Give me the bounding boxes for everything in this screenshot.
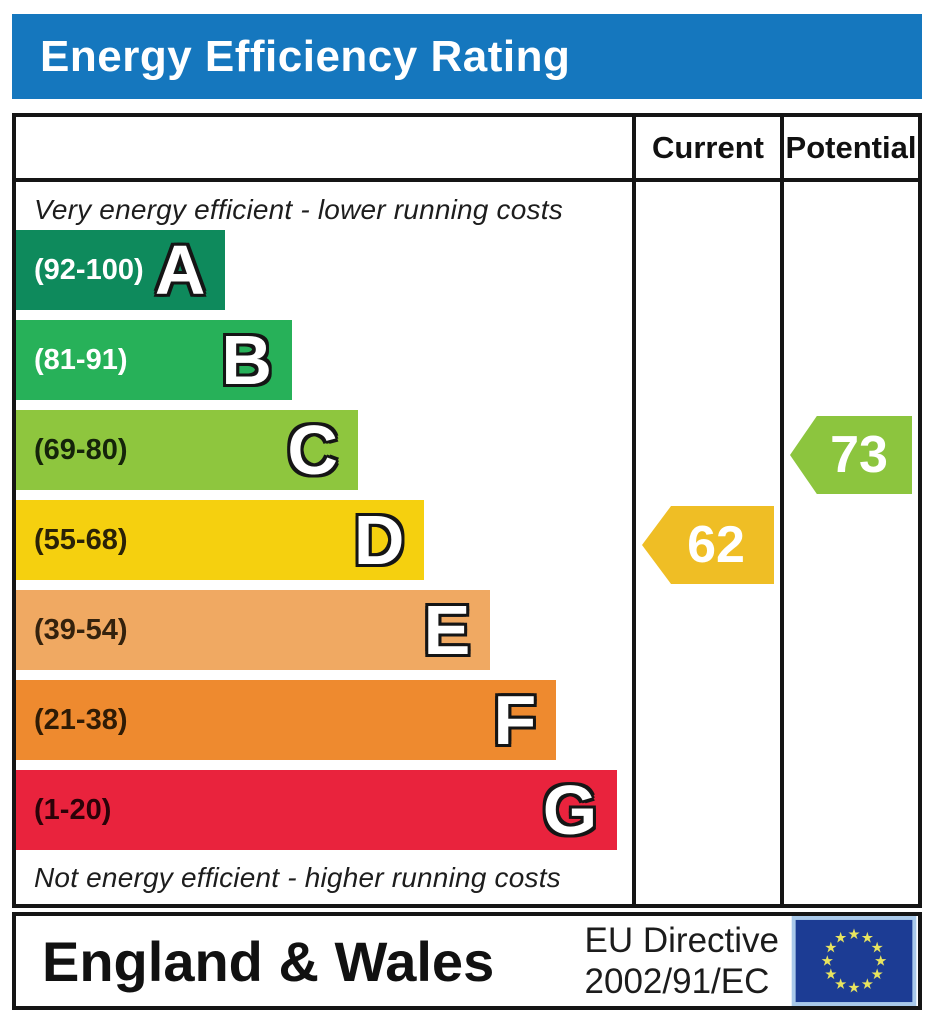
band-bar-g: (1-20) G: [16, 770, 618, 850]
band-range-label: (39-54): [34, 613, 128, 646]
eu-flag-icon: [791, 916, 917, 1006]
band-row-f: (21-38) F: [16, 680, 632, 770]
band-bar-a: (92-100) A: [16, 230, 226, 310]
band-range-label: (55-68): [34, 523, 128, 556]
band-bar-d: (55-68) D: [16, 500, 425, 580]
band-range-label: (21-38): [34, 703, 128, 736]
band-letter: F: [493, 681, 537, 759]
rating-bands: (92-100) A (81-91) B (69-80) C: [16, 230, 632, 860]
band-letter: E: [423, 591, 471, 669]
potential-rating-arrow: 73: [790, 416, 912, 494]
current-column-header: Current: [632, 117, 780, 178]
current-rating-value: 62: [687, 516, 745, 574]
band-row-g: (1-20) G: [16, 770, 632, 860]
current-rating-arrow: 62: [642, 506, 774, 584]
region-label: England & Wales: [42, 929, 495, 993]
band-letter: D: [353, 501, 405, 579]
table-header-row: Current Potential: [16, 117, 918, 182]
eu-directive-line2: 2002/91/EC: [584, 962, 770, 1001]
eu-directive-text: EU Directive 2002/91/EC: [585, 920, 779, 1003]
rating-table: Current Potential Very energy efficient …: [12, 113, 922, 908]
band-bar-c: (69-80) C: [16, 410, 358, 490]
band-row-a: (92-100) A: [16, 230, 632, 320]
band-range-label: (92-100): [34, 253, 144, 286]
band-letter: C: [287, 411, 338, 489]
top-caption: Very energy efficient - lower running co…: [34, 194, 563, 225]
potential-column-header: Potential: [780, 117, 918, 178]
band-range-label: (81-91): [34, 343, 128, 376]
footer-bar: England & Wales EU Directive 2002/91/EC: [12, 912, 922, 1010]
eu-directive-line1: EU Directive: [584, 920, 779, 960]
bands-column: Very energy efficient - lower running co…: [16, 182, 632, 904]
current-column: 62: [632, 182, 780, 904]
bottom-caption: Not energy efficient - higher running co…: [34, 862, 561, 893]
potential-rating-value: 73: [830, 426, 888, 484]
band-row-c: (69-80) C: [16, 410, 632, 500]
title-bar: Energy Efficiency Rating: [12, 14, 922, 99]
header-spacer: [16, 117, 632, 178]
potential-column: 73: [780, 182, 918, 904]
band-bar-f: (21-38) F: [16, 680, 557, 760]
band-letter: G: [542, 771, 598, 849]
band-row-e: (39-54) E: [16, 590, 632, 680]
band-range-label: (69-80): [34, 433, 128, 466]
band-letter: B: [221, 321, 272, 399]
page-title: Energy Efficiency Rating: [40, 31, 571, 81]
band-range-label: (1-20): [34, 793, 112, 826]
band-row-b: (81-91) B: [16, 320, 632, 410]
band-bar-e: (39-54) E: [16, 590, 491, 670]
band-row-d: (55-68) D: [16, 500, 632, 590]
band-letter: A: [154, 231, 206, 309]
table-body: Very energy efficient - lower running co…: [16, 182, 918, 904]
band-bar-b: (81-91) B: [16, 320, 292, 400]
